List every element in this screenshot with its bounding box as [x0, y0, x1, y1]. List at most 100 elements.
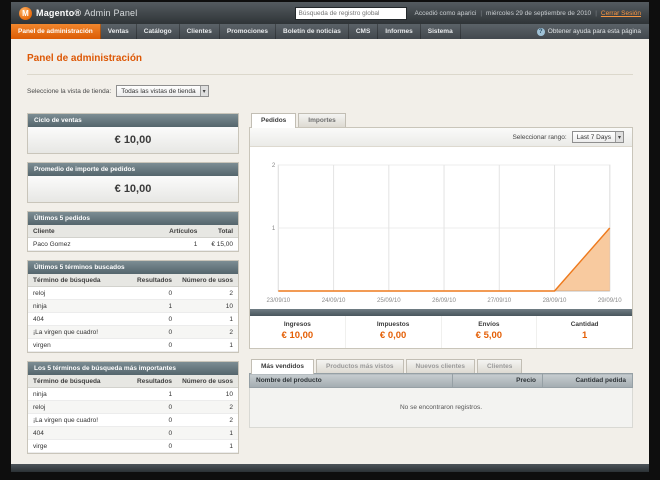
logged-in-text: Accedió como aparici — [414, 9, 477, 17]
column-header: Número de usos — [177, 274, 238, 287]
tab-amounts[interactable]: Importes — [298, 113, 346, 127]
last-orders-title: Últimos 5 pedidos — [28, 212, 238, 225]
footer-bar — [11, 464, 649, 472]
uses-count: 1 — [177, 338, 238, 352]
lifetime-sales-title: Ciclo de ventas — [28, 114, 238, 127]
bestsellers-grid: Nombre del producto Precio Cantidad pedi… — [249, 373, 633, 428]
nav-catalog[interactable]: Catálogo — [137, 24, 180, 39]
search-term: reloj — [28, 286, 133, 300]
stat-label: Envíos — [478, 321, 500, 328]
nav-reports[interactable]: Informes — [378, 24, 421, 39]
column-header: Resultados — [132, 375, 178, 388]
results-count: 1 — [132, 387, 178, 401]
x-tick-label: 27/09/10 — [487, 298, 511, 304]
help-icon: ? — [536, 27, 545, 36]
tab-orders[interactable]: Pedidos — [251, 113, 297, 128]
table-row[interactable]: reloj 0 2 — [28, 286, 238, 300]
search-term: virgen — [28, 338, 133, 352]
help-link[interactable]: ? Obtener ayuda para esta página — [529, 24, 649, 39]
last-orders-panel: Últimos 5 pedidos Cliente Artículos Tota… — [27, 211, 239, 252]
table-row[interactable]: virgen 0 1 — [28, 338, 238, 352]
orders-chart-panel: Seleccionar rango: Last 7 Days ▾ 1 2 23/09… — [249, 127, 633, 349]
stat-tax: Impuestos € 0,00 — [344, 316, 441, 348]
table-row[interactable]: 404 0 1 — [28, 312, 238, 326]
magento-logo: M Magento® Admin Panel — [19, 6, 138, 20]
stat-label: Impuestos — [376, 321, 410, 328]
column-header: Cliente — [28, 225, 165, 238]
main-nav: Panel de administración Ventas Catálogo … — [11, 24, 649, 39]
lifetime-sales-value: € 10,00 — [28, 127, 238, 153]
tab-customers[interactable]: Clientes — [477, 359, 523, 373]
nav-promotions[interactable]: Promociones — [220, 24, 277, 39]
table-row[interactable]: virge 0 1 — [28, 439, 238, 453]
search-term: ¡La virgen que cuadro! — [28, 413, 133, 427]
table-row[interactable]: ninja 1 10 — [28, 299, 238, 313]
store-view-label: Seleccione la vista de tienda: — [27, 87, 112, 95]
column-header: Término de búsqueda — [28, 274, 133, 287]
last-search-terms-title: Últimos 5 términos buscados — [28, 261, 238, 274]
tab-most-viewed[interactable]: Productos más vistos — [315, 359, 404, 373]
x-tick-label: 29/09/10 — [598, 298, 622, 304]
tab-new-customers[interactable]: Nuevos clientes — [405, 359, 476, 373]
column-header: Nombre del producto — [249, 373, 453, 388]
uses-count: 10 — [177, 387, 238, 401]
top-search-terms-table: Término de búsqueda Resultados Número de… — [28, 375, 238, 453]
session-info: Accedió como aparici | miércoles 29 de s… — [415, 10, 641, 17]
table-row[interactable]: reloj 0 2 — [28, 400, 238, 414]
date-text: miércoles 29 de septiembre de 2010 — [486, 9, 592, 17]
chart-area-fill — [278, 228, 610, 291]
search-term: 404 — [28, 312, 133, 326]
store-switcher: Seleccione la vista de tienda: Todas las… — [27, 85, 633, 97]
table-row[interactable]: ¡La virgen que cuadro! 0 2 — [28, 413, 238, 427]
store-view-select[interactable]: Todas las vistas de tienda ▾ — [116, 85, 209, 97]
x-tick-label: 23/09/10 — [266, 298, 290, 304]
stat-value: 1 — [581, 330, 588, 341]
last-orders-table: Cliente Artículos Total Paco Gomez 1 € 1… — [28, 225, 238, 251]
title-divider — [27, 74, 633, 75]
results-count: 0 — [132, 338, 178, 352]
results-count: 0 — [132, 413, 178, 427]
x-tick-label: 24/09/10 — [322, 298, 346, 304]
table-row[interactable]: Paco Gomez 1 € 15,00 — [28, 237, 238, 251]
results-count: 0 — [132, 439, 178, 453]
column-header: Precio — [452, 373, 543, 388]
stat-label: Ingresos — [283, 321, 311, 328]
global-search-input[interactable] — [294, 6, 407, 20]
uses-count: 2 — [177, 413, 238, 427]
search-term: ninja — [28, 299, 133, 313]
logout-link[interactable]: Cerrar Sesión — [600, 9, 641, 17]
customer-name: Paco Gomez — [28, 237, 165, 251]
header-bar: M Magento®Admin Panel Accedió como apari… — [11, 2, 649, 24]
range-select[interactable]: Last 7 Days ▾ — [571, 131, 624, 143]
chart-area: 1 2 23/09/10 24/09/10 25/09/10 26/09/10 27/09/… — [250, 147, 632, 305]
uses-count: 2 — [177, 325, 238, 339]
uses-count: 1 — [177, 312, 238, 326]
table-row[interactable]: ¡La virgen que cuadro! 0 2 — [28, 325, 238, 339]
magento-logo-icon: M — [19, 6, 32, 20]
page-title: Panel de administración — [27, 53, 143, 64]
uses-count: 1 — [177, 439, 238, 453]
nav-sales[interactable]: Ventas — [101, 24, 137, 39]
chart-line — [278, 227, 611, 292]
empty-row: No se encontraron registros. — [249, 387, 633, 428]
x-tick-label: 28/09/10 — [543, 298, 567, 304]
nav-dashboard[interactable]: Panel de administración — [11, 24, 101, 39]
stat-value: € 5,00 — [475, 330, 503, 341]
tab-bestsellers[interactable]: Más vendidos — [251, 359, 314, 374]
uses-count: 2 — [177, 286, 238, 300]
search-term: reloj — [28, 400, 133, 414]
results-count: 0 — [132, 400, 178, 414]
uses-count: 2 — [177, 400, 238, 414]
nav-newsletter[interactable]: Boletín de noticias — [276, 24, 349, 39]
product-name: Admin Panel — [84, 8, 138, 18]
nav-customers[interactable]: Clientes — [180, 24, 220, 39]
nav-system[interactable]: Sistema — [421, 24, 461, 39]
table-row[interactable]: 404 0 1 — [28, 426, 238, 440]
chevron-down-icon: ▾ — [199, 86, 208, 96]
stat-value: € 0,00 — [379, 330, 407, 341]
range-label: Seleccionar rango: — [512, 133, 567, 141]
table-row[interactable]: ninja 1 10 — [28, 387, 238, 401]
nav-cms[interactable]: CMS — [349, 24, 379, 39]
dashboard-right-column: Pedidos Importes Seleccionar rango: Last… — [249, 113, 633, 428]
items-count: 1 — [164, 237, 203, 251]
